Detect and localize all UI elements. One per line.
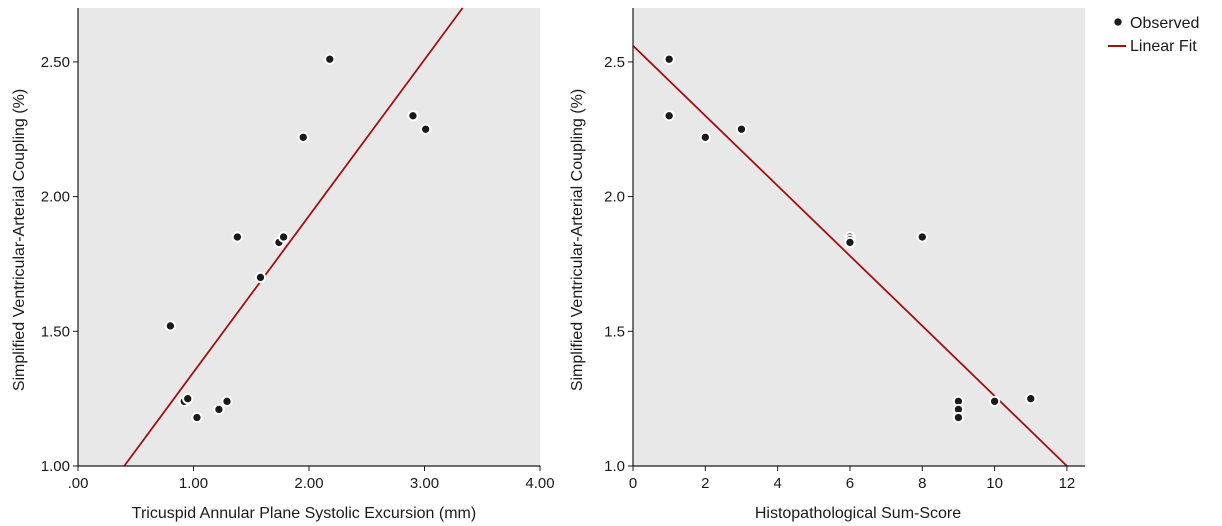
- x-tick-label-right: 10: [986, 475, 1003, 492]
- chart-right: 0 2 4 6 8 10 12 1.0 1.5 2.0 2.5 Histopathological…: [569, 8, 1085, 522]
- data-point-right: [663, 53, 675, 65]
- data-point-right: [699, 131, 711, 143]
- data-point-right: [989, 395, 1001, 407]
- x-tick-label-right: 8: [918, 475, 926, 492]
- x-tick-label-left: 3.00: [410, 475, 439, 492]
- data-point-right: [1025, 393, 1037, 405]
- plot-area-right: [633, 8, 1085, 466]
- y-tick-label-left: 2.00: [41, 189, 70, 206]
- data-point-right: [952, 403, 965, 416]
- data-point-right: [663, 110, 675, 122]
- y-tick-label-right: 1.0: [604, 458, 625, 475]
- data-point-right: [952, 395, 965, 407]
- x-tick-label-left: 1.00: [179, 475, 208, 492]
- plot-area-left: [78, 8, 540, 466]
- data-point-left: [213, 403, 225, 416]
- x-axis-label-right: Histopathological Sum-Score: [755, 505, 961, 522]
- chart-left: .00 1.00 2.00 3.00 4.00 1.001.502.002.50 Tri…: [11, 7, 555, 522]
- data-point-right: [916, 231, 928, 243]
- y-tick-label-left: 1.50: [41, 323, 70, 340]
- legend: Observed Linear Fit: [1108, 15, 1199, 55]
- y-axis-label-left: Simplified Ventricular-Arterial Coupling…: [11, 89, 28, 391]
- data-point-left: [221, 395, 233, 407]
- y-axis-label-right: Simplified Ventricular-Arterial Coupling…: [569, 89, 586, 391]
- x-axis-label-left: Tricuspid Annular Plane Systolic Excursi…: [132, 505, 476, 522]
- x-tick-label-left: 2.00: [294, 475, 323, 492]
- y-tick-label-left: 1.00: [41, 458, 70, 475]
- data-point-left: [324, 53, 336, 65]
- legend-observed-marker: [1112, 16, 1124, 28]
- x-tick-label-right: 12: [1059, 475, 1076, 492]
- data-point-left: [254, 271, 267, 284]
- y-tick-label-left: 2.50: [41, 54, 70, 71]
- y-tick-label-right: 1.5: [604, 323, 625, 340]
- x-tick-label-right: 2: [701, 475, 709, 492]
- data-point-left: [420, 123, 432, 135]
- x-tick-label-right: 6: [846, 475, 854, 492]
- data-point-left: [297, 131, 309, 143]
- data-point-right: [952, 411, 965, 424]
- x-tick-label-right: 4: [773, 475, 781, 492]
- data-point-left: [407, 110, 419, 122]
- data-point-right: [844, 236, 856, 248]
- data-point-left: [277, 231, 290, 243]
- y-tick-label-right: 2.5: [604, 54, 625, 71]
- data-point-left: [231, 231, 243, 243]
- data-point-right: [735, 123, 748, 135]
- x-tick-label-right: 0: [629, 475, 637, 492]
- x-tick-label-left: .00: [68, 475, 89, 492]
- data-point-left: [182, 393, 194, 405]
- y-tick-label-right: 2.0: [604, 189, 625, 206]
- legend-observed-label: Observed: [1130, 15, 1199, 32]
- fit-line-left: [123, 7, 464, 467]
- data-point-left: [164, 320, 176, 332]
- legend-fit-label: Linear Fit: [1130, 38, 1197, 55]
- legend-star-marker: [1112, 16, 1124, 28]
- x-tick-label-left: 4.00: [525, 475, 554, 492]
- data-point-left: [191, 411, 203, 424]
